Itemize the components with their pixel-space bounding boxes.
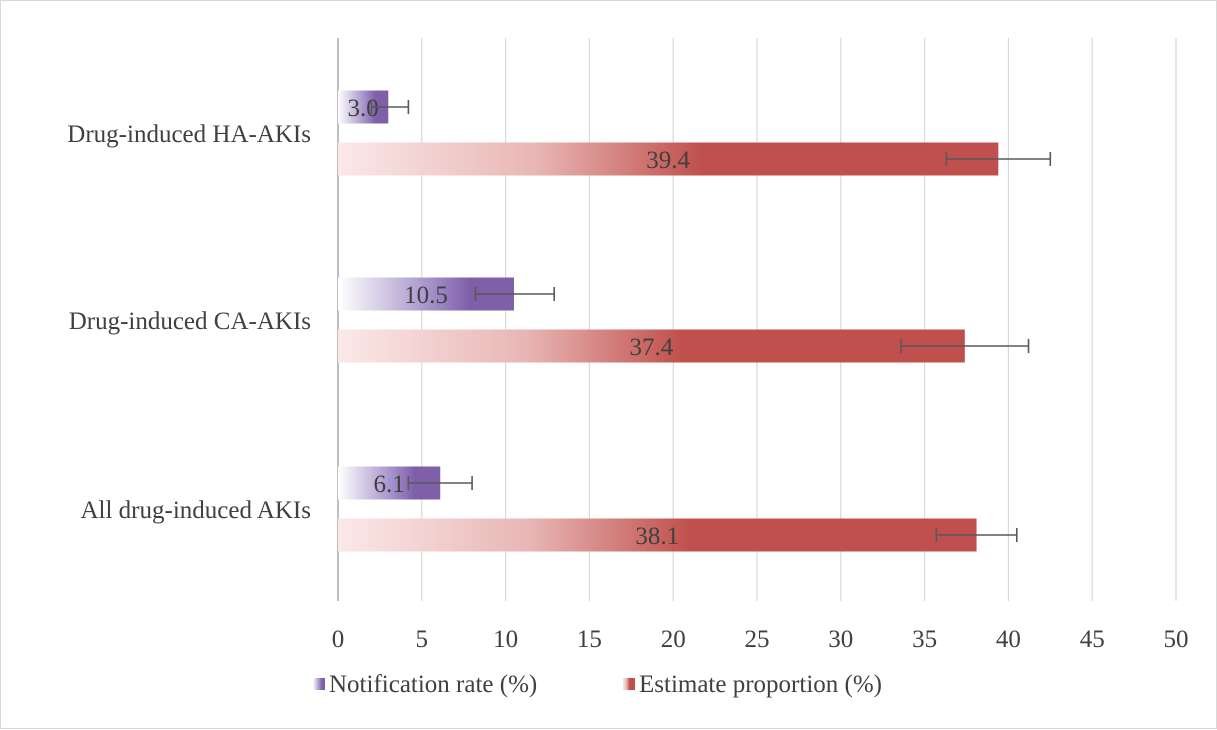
- data-labels: 3.0 10.5 6.1 39.4 37.4 38.1: [348, 95, 691, 550]
- x-tick-label: 20: [661, 626, 686, 653]
- error-bar: [945, 152, 1052, 166]
- x-tick-label: 35: [912, 626, 937, 653]
- bar: [338, 142, 999, 176]
- data-label: 6.1: [373, 471, 404, 498]
- data-label: 37.4: [630, 334, 674, 361]
- error-bar: [370, 100, 410, 114]
- bars: [338, 90, 999, 552]
- legend: Notification rate (%) Estimate proportion…: [313, 671, 882, 698]
- error-bar: [474, 287, 556, 301]
- bar: [338, 329, 965, 363]
- x-tick-label: 40: [996, 626, 1021, 653]
- category-label: All drug-induced AKIs: [80, 497, 311, 524]
- error-bars: [370, 100, 1052, 542]
- legend-label: Notification rate (%): [329, 671, 537, 698]
- category-label: Drug-induced HA-AKIs: [67, 121, 311, 148]
- data-label: 10.5: [404, 282, 448, 309]
- error-bar: [407, 476, 473, 490]
- category-label: Drug-induced CA-AKIs: [69, 308, 311, 335]
- x-tick-label: 25: [745, 626, 770, 653]
- legend-swatch: [623, 678, 635, 690]
- x-axis-tick-labels: 0 5 10 15 20 25 30 35 40 45 50: [332, 626, 1189, 653]
- data-label: 3.0: [348, 95, 379, 122]
- x-tick-label: 15: [577, 626, 602, 653]
- x-tick-label: 10: [493, 626, 518, 653]
- data-label: 38.1: [635, 523, 679, 550]
- x-tick-label: 0: [332, 626, 345, 653]
- gridlines: [337, 38, 1177, 601]
- legend-label: Estimate proportion (%): [639, 671, 882, 698]
- error-bar: [900, 339, 1030, 353]
- x-tick-label: 45: [1080, 626, 1105, 653]
- error-bar: [935, 528, 1018, 542]
- x-tick-label: 30: [828, 626, 853, 653]
- bar: [338, 518, 977, 552]
- x-tick-label: 5: [416, 626, 429, 653]
- category-labels: Drug-induced HA-AKIs Drug-induced CA-AKIs…: [67, 121, 311, 524]
- data-label: 39.4: [646, 147, 690, 174]
- x-tick-label: 50: [1164, 626, 1189, 653]
- legend-swatch: [313, 678, 325, 690]
